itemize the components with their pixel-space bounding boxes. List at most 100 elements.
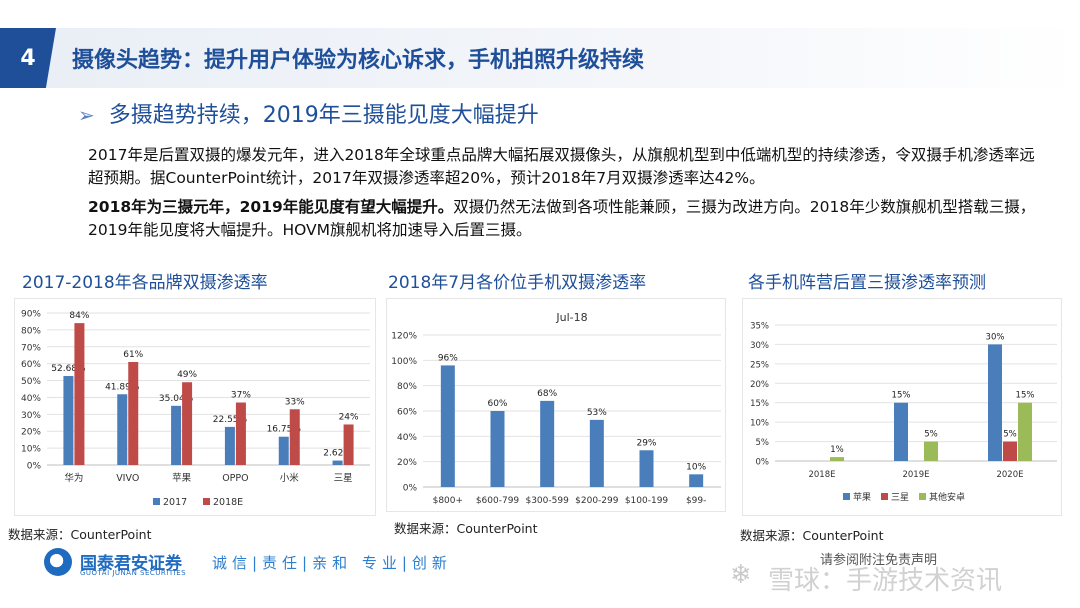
data-label: 35.04% <box>159 394 194 404</box>
y-tick-label: 0% <box>756 458 770 468</box>
legend-label: 苹果 <box>853 491 871 503</box>
slide-number: 4 <box>0 28 56 88</box>
y-tick-label: 35% <box>750 322 769 332</box>
y-tick-label: 20% <box>750 380 769 390</box>
paragraph-2-bold: 2018年为三摄元年，2019年能见度有望大幅提升。 <box>88 198 454 216</box>
chart-2-svg: 0% 20% 40% 60% 80% 100% 120% $800+ 96% $600-799 60… <box>391 311 721 506</box>
disclaimer-note: 请参阅附注免责声明 <box>820 553 938 568</box>
y-tick-label: 0% <box>27 462 42 472</box>
bar <box>182 382 193 465</box>
bar <box>894 402 908 461</box>
data-label: 52.68% <box>51 364 86 374</box>
legend-label: 其他安卓 <box>929 491 965 503</box>
y-tick-label: 40% <box>397 433 417 443</box>
y-tick-label: 10% <box>21 445 41 455</box>
header-background <box>0 28 1080 88</box>
subtitle-text: 多摄趋势持续，2019年三摄能见度大幅提升 <box>108 103 539 128</box>
data-label: 24% <box>339 412 359 422</box>
chart-1-title: 2017-2018年各品牌双摄渗透率 <box>22 273 268 293</box>
data-label: 49% <box>177 370 197 380</box>
y-tick-label: 70% <box>21 343 41 353</box>
company-name-en: GUOTAI JUNAN SECURITIES <box>80 569 187 577</box>
legend-swatch <box>881 493 888 500</box>
paragraph-1: 2017年是后置双摄的爆发元年，进入2018年全球重点品牌大幅拓展双摄像头，从旗… <box>88 146 1035 187</box>
x-tick-label: 华为 <box>64 472 83 484</box>
company-name: 国泰君安证券 <box>80 554 182 574</box>
company-slogan: 诚信|责任|亲和 专业|创新 <box>212 554 452 572</box>
bar <box>235 402 246 465</box>
data-label: 61% <box>123 350 143 360</box>
chart-3-svg: 0% 5% 10% 15% 20% 25% 30% 35% 2018E 1% 2019E 15% 5% 2… <box>750 322 1057 503</box>
x-tick-label: $800+ <box>433 496 463 506</box>
data-label: 84% <box>69 311 89 321</box>
y-tick-label: 15% <box>750 399 769 409</box>
chart-1-box: 0% 10% 20% 30% 40% 50% 60% 70% 80% 90% 华为 52.68% 84%… <box>14 298 376 516</box>
y-tick-label: 0% <box>403 484 418 494</box>
data-label: 37% <box>231 391 251 401</box>
x-tick-label: $300-599 <box>525 496 569 506</box>
bar <box>289 409 300 465</box>
slide-title: 摄像头趋势：提升用户体验为核心诉求，手机拍照升级持续 <box>72 48 645 73</box>
bar <box>639 450 654 487</box>
y-tick-label: 40% <box>21 394 41 404</box>
y-tick-label: 30% <box>750 341 769 351</box>
legend-swatch <box>843 493 850 500</box>
data-label: 33% <box>285 397 305 407</box>
chart-1-svg: 0% 10% 20% 30% 40% 50% 60% 70% 80% 90% 华为 52.68% 84%… <box>21 310 370 508</box>
bar <box>440 365 455 487</box>
data-label: 60% <box>487 399 507 409</box>
chart-2-title: 2018年7月各价位手机双摄渗透率 <box>388 273 647 293</box>
legend-swatch <box>153 498 160 505</box>
x-tick-label: VIVO <box>116 473 139 484</box>
data-label: 68% <box>537 389 557 399</box>
company-logo-icon <box>44 548 72 576</box>
bar <box>924 441 938 461</box>
x-tick-label: 2019E <box>902 470 929 480</box>
paragraph-2-rest: 双摄仍然无法做到各项性能兼顾，三摄为改进方向。2018年少数旗舰机型搭载三摄，2… <box>88 198 1036 239</box>
y-tick-label: 30% <box>21 411 41 421</box>
chart-3-title: 各手机阵营后置三摄渗透率预测 <box>748 273 986 293</box>
data-label: 1% <box>830 445 844 455</box>
y-tick-label: 80% <box>21 326 41 336</box>
bar <box>1018 402 1032 461</box>
data-label: 15% <box>892 391 911 401</box>
bar <box>117 394 128 465</box>
arrow-right-icon: ➢ <box>78 103 95 127</box>
bar <box>332 460 343 465</box>
x-tick-label: 苹果 <box>172 472 192 484</box>
bar <box>171 405 182 465</box>
x-tick-label: $200-299 <box>575 496 619 506</box>
bar <box>1003 441 1017 461</box>
data-label: 30% <box>986 332 1005 342</box>
data-label: 29% <box>636 438 656 448</box>
bar <box>74 323 85 465</box>
bar <box>343 424 354 465</box>
data-label: 5% <box>924 430 938 440</box>
bar <box>830 457 844 461</box>
x-tick-label: 2018E <box>808 470 835 480</box>
paragraph-2: 2018年为三摄元年，2019年能见度有望大幅提升。双摄仍然无法做到各项性能兼顾… <box>88 196 1048 242</box>
chart-2-source: 数据来源：CounterPoint <box>394 521 538 536</box>
chart-3-box: 0% 5% 10% 15% 20% 25% 30% 35% 2018E 1% 2019E 15% 5% 2… <box>742 298 1062 516</box>
bar <box>224 426 235 465</box>
data-label: 22.55% <box>213 415 248 425</box>
x-tick-label: $600-799 <box>476 496 520 506</box>
y-tick-label: 120% <box>391 332 417 342</box>
chart-1-source: 数据来源：CounterPoint <box>8 527 152 542</box>
x-tick-label: $99- <box>686 496 706 506</box>
bar <box>988 344 1002 461</box>
y-tick-label: 25% <box>750 360 769 370</box>
y-tick-label: 10% <box>750 419 769 429</box>
y-tick-label: 20% <box>397 458 417 468</box>
x-tick-label: 小米 <box>280 472 300 484</box>
y-tick-label: 80% <box>397 382 417 392</box>
y-tick-label: 50% <box>21 377 41 387</box>
data-label: 2.62% <box>323 449 352 459</box>
data-label: 10% <box>686 462 706 472</box>
legend-label: 2017 <box>163 497 187 508</box>
bar <box>589 419 604 487</box>
y-tick-label: 60% <box>397 408 417 418</box>
watermark-text: 雪球：手游技术资讯 <box>768 566 1003 596</box>
chart-2-box: 0% 20% 40% 60% 80% 100% 120% $800+ 96% $600-799 60… <box>386 298 726 512</box>
chart-inner-title: Jul-18 <box>555 311 587 324</box>
